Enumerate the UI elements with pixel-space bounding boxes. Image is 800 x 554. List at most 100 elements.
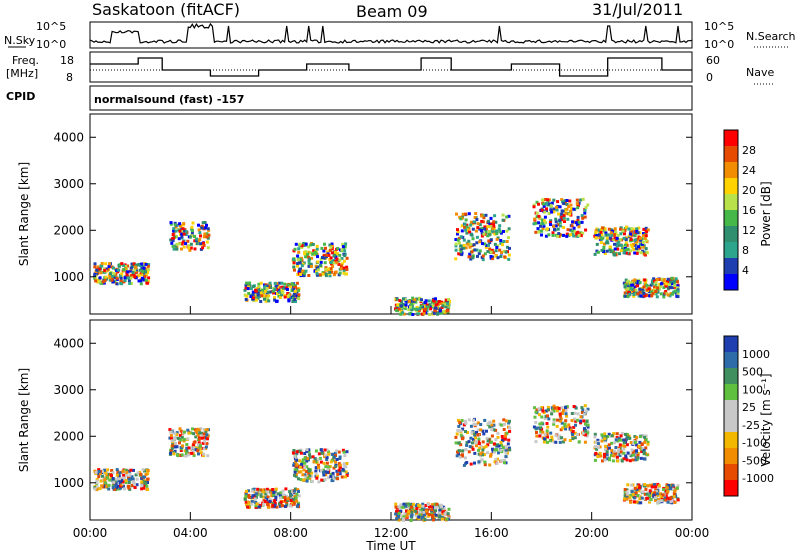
power-cell — [627, 289, 631, 293]
velocity-cell — [140, 480, 144, 484]
velocity-cell — [415, 504, 418, 508]
power-cell — [341, 242, 345, 246]
power-cell — [265, 284, 269, 288]
velocity-cell — [176, 436, 180, 440]
velocity-cell — [408, 503, 412, 507]
power-cell — [625, 291, 629, 295]
power-cell — [417, 308, 421, 312]
velocity-cell — [626, 451, 630, 455]
power-cell — [640, 290, 644, 294]
velocity-cell — [625, 443, 629, 447]
velocity-cell — [538, 434, 542, 438]
velocity-cell — [564, 419, 568, 423]
power-cell — [126, 276, 130, 280]
velocity-cell — [185, 443, 189, 446]
power-cell — [634, 231, 638, 235]
velocity-cell — [123, 468, 127, 472]
velocity-cell — [300, 460, 304, 464]
velocity-cell — [289, 504, 292, 508]
power-cell — [556, 223, 560, 227]
velocity-cell — [557, 436, 561, 440]
power-cell — [600, 233, 604, 237]
power-cell — [552, 207, 556, 211]
power-cell — [635, 237, 639, 241]
velocity-cell — [664, 496, 667, 500]
velocity-cell — [111, 479, 115, 483]
velocity-cell — [475, 444, 478, 448]
velocity-cell — [549, 431, 553, 435]
noise-right-tick-low: 10^0 — [704, 38, 734, 51]
velocity-cell — [345, 474, 349, 477]
velocity-cell — [101, 474, 104, 478]
velocity-cell — [179, 446, 183, 449]
power-cell — [96, 265, 100, 269]
power-cell — [438, 302, 442, 305]
velocity-cell — [123, 487, 126, 491]
power-cell — [623, 291, 627, 295]
nave-tick-low: 0 — [706, 71, 713, 84]
power-cell — [200, 224, 204, 228]
velocity-cell — [179, 449, 183, 452]
velocity-cell — [283, 496, 287, 499]
power-cell — [294, 285, 297, 289]
velocity-cell — [492, 442, 496, 446]
velocity-cell — [421, 515, 425, 519]
power-cell — [294, 300, 297, 303]
power-cell — [106, 267, 110, 271]
power-cell — [274, 285, 278, 289]
velocity-cell — [405, 514, 409, 518]
power-cell — [666, 277, 670, 281]
power-cell — [335, 261, 339, 265]
power-cell — [557, 232, 561, 236]
velocity-cell — [499, 423, 503, 427]
power-cell — [273, 298, 277, 302]
power-cell — [619, 243, 623, 247]
power-cell — [307, 255, 310, 259]
power-cell — [635, 227, 639, 231]
power-cell — [104, 262, 108, 266]
power-cell — [607, 227, 611, 231]
power-cell — [493, 214, 497, 218]
velocity-cell — [252, 487, 256, 491]
velocity-cell — [297, 490, 300, 493]
velocity-cell — [430, 508, 434, 512]
velocity-cell — [500, 435, 504, 438]
power-cell — [339, 264, 343, 268]
power-cell — [311, 242, 315, 246]
power-cell — [115, 282, 119, 286]
velocity-cell — [418, 513, 422, 517]
velocity-cell — [507, 438, 511, 442]
power-cell — [201, 241, 205, 245]
power-cell — [403, 298, 407, 301]
power-cell — [127, 279, 131, 283]
power-cell — [435, 307, 439, 311]
velocity-cell — [174, 441, 178, 445]
velocity-cell — [192, 454, 196, 457]
velocity-cell — [508, 429, 512, 433]
power-cell — [533, 217, 537, 221]
power-cell — [402, 312, 406, 316]
velocity-cell — [141, 481, 145, 485]
velocity-cell — [192, 446, 196, 450]
velocity-cell — [142, 475, 146, 479]
power-cell — [319, 263, 323, 267]
velocity-cell — [579, 419, 583, 423]
power-cell — [493, 232, 497, 236]
power-cell — [207, 228, 211, 232]
velocity-cell — [189, 446, 193, 450]
velocity-cell — [504, 449, 508, 453]
power-cell — [572, 234, 576, 238]
velocity-cell — [580, 411, 584, 414]
velocity-cell — [643, 492, 647, 496]
velocity-cell — [458, 455, 462, 459]
power-cell — [632, 285, 636, 289]
velocity-cell — [428, 504, 431, 508]
power-cell — [297, 297, 301, 301]
power-cell — [256, 293, 260, 297]
velocity-cell — [415, 507, 419, 511]
velocity-cell — [486, 422, 490, 426]
power-cell — [556, 234, 560, 238]
velocity-cell — [304, 475, 308, 479]
power-cell — [129, 266, 133, 270]
velocity-cell — [296, 504, 299, 508]
